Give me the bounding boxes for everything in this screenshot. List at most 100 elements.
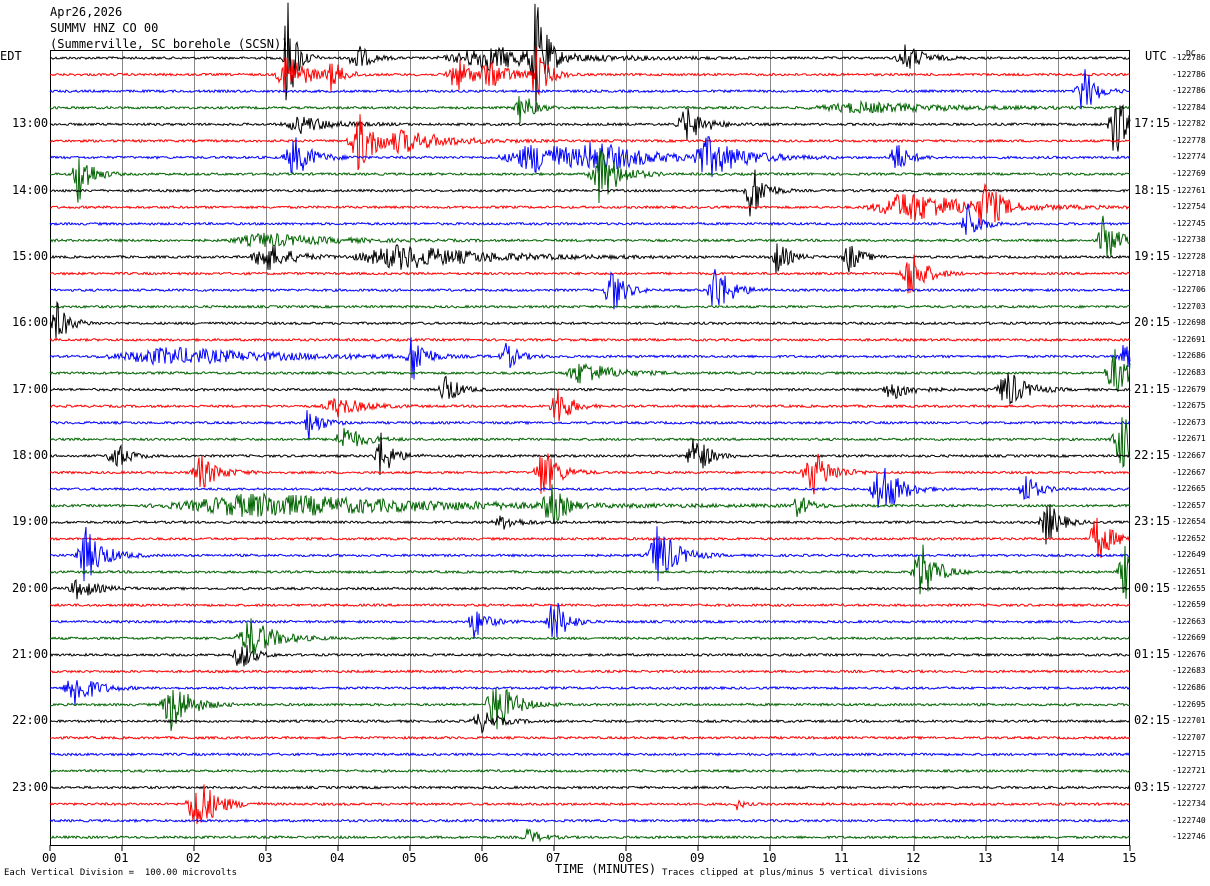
x-tick-label: 11: [834, 851, 849, 865]
x-tick-marks: [49, 845, 1131, 851]
dc-offset-label: -122675: [1172, 401, 1206, 411]
dc-offset-label: -122657: [1172, 500, 1206, 510]
edt-axis-label: EDT: [0, 49, 22, 63]
dc-offset-label: -122673: [1172, 417, 1206, 427]
utc-hour-label: 18:15: [1134, 182, 1171, 197]
dc-offset-label: -122727: [1172, 782, 1206, 792]
dc-offset-label: -122754: [1172, 202, 1206, 212]
trace-line: [49, 169, 1130, 217]
dc-offset-label: -122683: [1172, 666, 1206, 676]
edt-hour-label: 18:00: [12, 447, 49, 462]
x-tick-label: 10: [762, 851, 777, 865]
dc-offset-label: -122676: [1172, 649, 1206, 659]
dc-offset-label: -122703: [1172, 301, 1206, 311]
dc-offset-label: -122761: [1172, 185, 1206, 195]
trace-line: [49, 735, 1131, 741]
trace-line: [49, 602, 1131, 608]
trace-line: [49, 269, 1131, 310]
trace-line: [49, 785, 1131, 790]
trace-line: [49, 96, 1131, 124]
trace-line: [49, 526, 1130, 582]
trace-line: [49, 618, 1131, 655]
trace-line: [49, 46, 1131, 96]
dc-offset-label: -122649: [1172, 550, 1206, 560]
trace-line: [49, 2, 1131, 112]
dc-offset-label: -122738: [1172, 235, 1206, 245]
dc-offset-label: -122745: [1172, 218, 1206, 228]
x-tick-label: 08: [618, 851, 633, 865]
x-tick-label: 05: [402, 851, 417, 865]
dc-offset-label: -122655: [1172, 583, 1206, 593]
edt-hour-label: 21:00: [12, 646, 49, 661]
dc-offset-label: -122782: [1172, 119, 1206, 129]
utc-hour-label: 22:15: [1134, 447, 1171, 462]
dc-offset-label: -122728: [1172, 251, 1206, 261]
x-tick-label: 09: [690, 851, 705, 865]
dc-offset-label: -122686: [1172, 351, 1206, 361]
dc-offset-label: -122665: [1172, 484, 1206, 494]
utc-hour-label: 23:15: [1134, 514, 1171, 529]
dc-offset-label: -122734: [1172, 799, 1206, 809]
trace-line: [49, 410, 1131, 441]
dc-offset-label: -122651: [1172, 566, 1206, 576]
edt-hour-label: 15:00: [12, 248, 49, 263]
trace-line: [49, 712, 1131, 734]
edt-hour-label: 16:00: [12, 315, 49, 330]
edt-hour-label: 14:00: [12, 182, 49, 197]
x-tick-label: 02: [186, 851, 201, 865]
x-tick-label: 04: [330, 851, 345, 865]
utc-hour-label: 19:15: [1134, 248, 1171, 263]
dc-offset-label: -122774: [1172, 152, 1206, 162]
trace-line: [49, 468, 1131, 508]
plot-frame: [50, 50, 1130, 846]
trace-line: [49, 828, 1131, 843]
dc-offset-label: -122718: [1172, 268, 1206, 278]
trace-line: [49, 818, 1131, 824]
utc-hour-label: 00:15: [1134, 580, 1171, 595]
dc-offset-label: -122786: [1172, 86, 1206, 96]
trace-line: [49, 484, 1131, 525]
dc-offset-label: -122683: [1172, 368, 1206, 378]
dc-offset-label: -122786: [1172, 53, 1206, 62]
dc-offset-label: -122778: [1172, 135, 1206, 145]
dc-offset-label: -122667: [1172, 467, 1206, 477]
dc-offset-label: -122679: [1172, 384, 1206, 394]
trace-line: [49, 432, 1131, 476]
dc-offset-label: -122715: [1172, 749, 1206, 759]
scale-note: Each Vertical Division = 100.00 microvol…: [4, 868, 237, 878]
trace-line: [49, 669, 1131, 674]
trace-line: [49, 687, 1131, 731]
dc-offset-label: -122769: [1172, 169, 1206, 179]
utc-hour-label: 17:15: [1134, 116, 1171, 131]
dc-offset-label: -122691: [1172, 334, 1206, 344]
utc-hour-label: 21:15: [1134, 381, 1171, 396]
dc-offset-label: -122652: [1172, 533, 1206, 543]
utc-hour-label: 02:15: [1134, 713, 1171, 728]
trace-line: [49, 215, 1131, 257]
x-tick-label: 15: [1122, 851, 1137, 865]
location-label: (Summerville, SC borehole (SCSN)): [50, 37, 289, 51]
utc-hour-label: 03:15: [1134, 779, 1171, 794]
dc-offset-label: -122721: [1172, 765, 1206, 775]
trace-line: [49, 579, 1131, 600]
trace-line: [49, 349, 1131, 392]
dc-offset-label: -122667: [1172, 450, 1206, 460]
minute-grid: [122, 51, 1059, 845]
edt-hour-label: 22:00: [12, 713, 49, 728]
dc-offset-label: -122654: [1172, 517, 1206, 527]
trace-line: [49, 453, 1131, 495]
trace-line: [49, 300, 1131, 339]
trace-line: [49, 752, 1131, 757]
dc-offset-label: -122669: [1172, 633, 1206, 643]
x-tick-label: 12: [906, 851, 921, 865]
trace-line: [49, 544, 1131, 599]
trace-line: [49, 417, 1131, 469]
trace-line: [49, 680, 1131, 706]
trace-line: [49, 337, 1131, 380]
dc-offset-label: -122740: [1172, 815, 1206, 825]
utc-hour-label: 01:15: [1134, 646, 1171, 661]
date-label: Apr26,2026: [50, 5, 123, 19]
edt-hour-label: 19:00: [12, 514, 49, 529]
trace-line: [49, 136, 1131, 177]
